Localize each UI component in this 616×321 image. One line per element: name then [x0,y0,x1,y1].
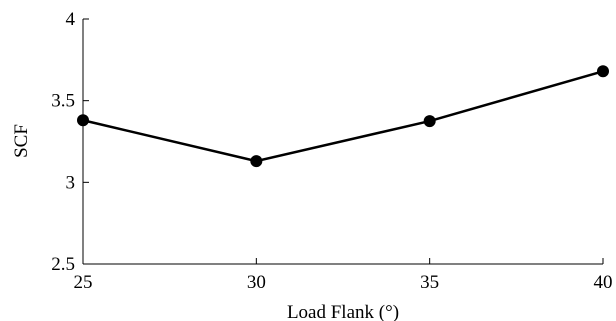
x-tick-label: 35 [420,272,439,293]
series-layer [77,65,609,168]
y-tick-label: 3 [66,172,76,193]
x-axis-ticks: 25 30 35 40 [74,258,613,293]
x-axis-title: Load Flank (°) [287,302,399,321]
y-tick-label: 4 [66,9,76,30]
data-point [77,114,89,127]
y-axis-ticks: 2.5 3 3.5 4 [51,9,89,275]
data-point [250,155,263,168]
y-tick-label: 2.5 [51,254,75,275]
series-line [82,70,604,163]
data-point [423,115,436,128]
plot-area [82,19,603,265]
x-tick-label: 25 [74,272,93,293]
x-tick-label: 30 [247,272,266,293]
y-tick-label: 3.5 [51,91,75,112]
y-axis-title: SCF [11,124,32,158]
data-point [597,65,609,78]
x-tick-label: 40 [594,272,613,293]
